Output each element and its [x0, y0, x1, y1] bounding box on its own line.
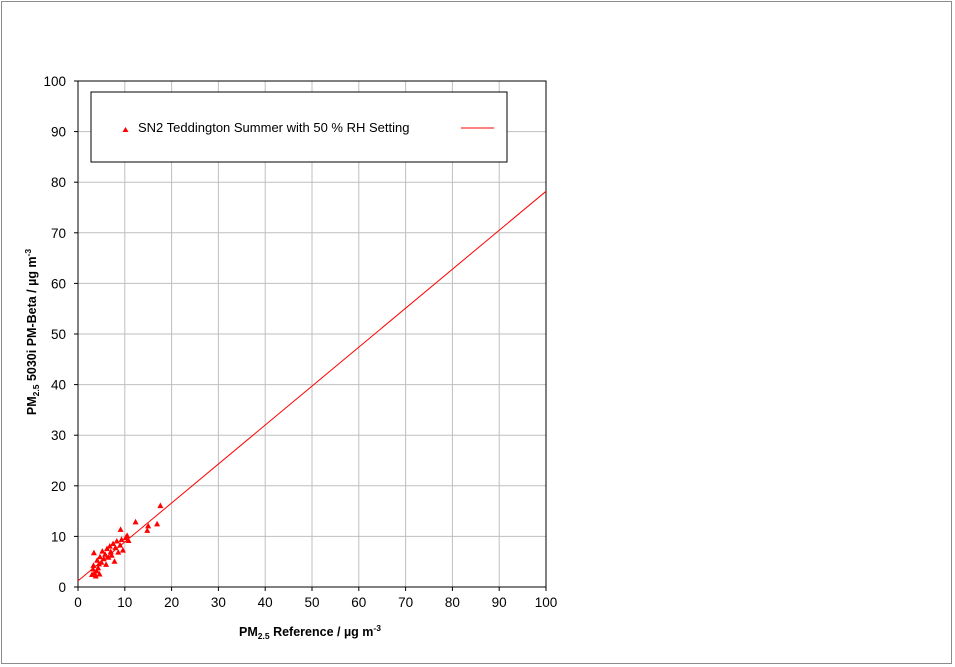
y-tick-label: 30	[51, 428, 66, 443]
data-point	[92, 572, 99, 579]
data-point	[106, 543, 113, 549]
y-tick-label: 80	[51, 175, 66, 190]
data-point	[103, 561, 110, 567]
x-tick-label: 90	[492, 595, 507, 610]
data-point	[111, 558, 118, 564]
data-point	[117, 526, 124, 532]
data-point	[89, 565, 96, 572]
x-axis-title: PM2.5 Reference / µg m-3	[239, 623, 381, 641]
data-point	[118, 536, 125, 543]
y-tick-label: 10	[51, 529, 66, 544]
x-tick-label: 50	[304, 595, 319, 610]
legend-marker-triangle	[122, 127, 129, 132]
x-tick-label: 40	[258, 595, 273, 610]
data-point	[144, 527, 151, 533]
data-point	[89, 571, 96, 577]
axis-ticks: 0 10 20 30 40 50 60 70 80 90 100 0 10 20 30 40 50 60 70 80 9…	[43, 74, 557, 610]
data-point	[125, 537, 132, 544]
data-point	[112, 544, 119, 551]
x-tick-label: 100	[535, 595, 558, 610]
x-tick-label: 80	[445, 595, 460, 610]
regression-line	[77, 190, 547, 582]
x-tick-label: 70	[398, 595, 413, 610]
data-point	[124, 532, 131, 538]
x-tick-label: 0	[74, 595, 82, 610]
y-tick-label: 50	[51, 327, 66, 342]
data-point	[96, 570, 103, 577]
data-point	[110, 540, 117, 547]
y-tick-label: 70	[51, 226, 66, 241]
x-tick-label: 10	[117, 595, 132, 610]
y-tick-label: 90	[51, 125, 66, 140]
y-axis-title: PM2.5 5030i PM-Beta / µg m-3	[23, 249, 41, 415]
data-point	[94, 557, 101, 563]
y-tick-label: 20	[51, 479, 66, 494]
data-point	[93, 567, 100, 574]
legend-box	[90, 91, 508, 163]
legend-label: SN2 Teddington Summer with 50 % RH Setti…	[138, 120, 409, 135]
data-point	[108, 552, 115, 558]
data-point	[98, 559, 105, 565]
y-tick-label: 60	[51, 276, 66, 291]
data-point	[90, 549, 97, 556]
data-point	[105, 554, 112, 560]
data-point	[113, 537, 120, 544]
x-tick-label: 20	[164, 595, 179, 610]
data-point	[119, 547, 126, 553]
x-tick-label: 30	[211, 595, 226, 610]
data-point	[157, 502, 164, 509]
y-tick-label: 0	[58, 580, 66, 595]
legend: SN2 Teddington Summer with 50 % RH Setti…	[90, 91, 508, 163]
y-tick-label: 40	[51, 378, 66, 393]
data-point	[102, 551, 109, 557]
x-tick-label: 60	[351, 595, 366, 610]
data-point	[115, 549, 122, 555]
data-point	[96, 553, 103, 560]
data-point	[90, 562, 97, 568]
data-point	[145, 522, 152, 529]
data-point	[117, 542, 124, 548]
data-point	[100, 555, 107, 562]
series-layer	[77, 190, 547, 582]
data-point	[154, 520, 161, 527]
data-point	[132, 518, 139, 525]
data-point	[107, 548, 114, 555]
data-point	[96, 560, 103, 567]
y-tick-label: 100	[43, 74, 66, 89]
data-point	[95, 564, 102, 571]
data-point	[99, 548, 106, 554]
